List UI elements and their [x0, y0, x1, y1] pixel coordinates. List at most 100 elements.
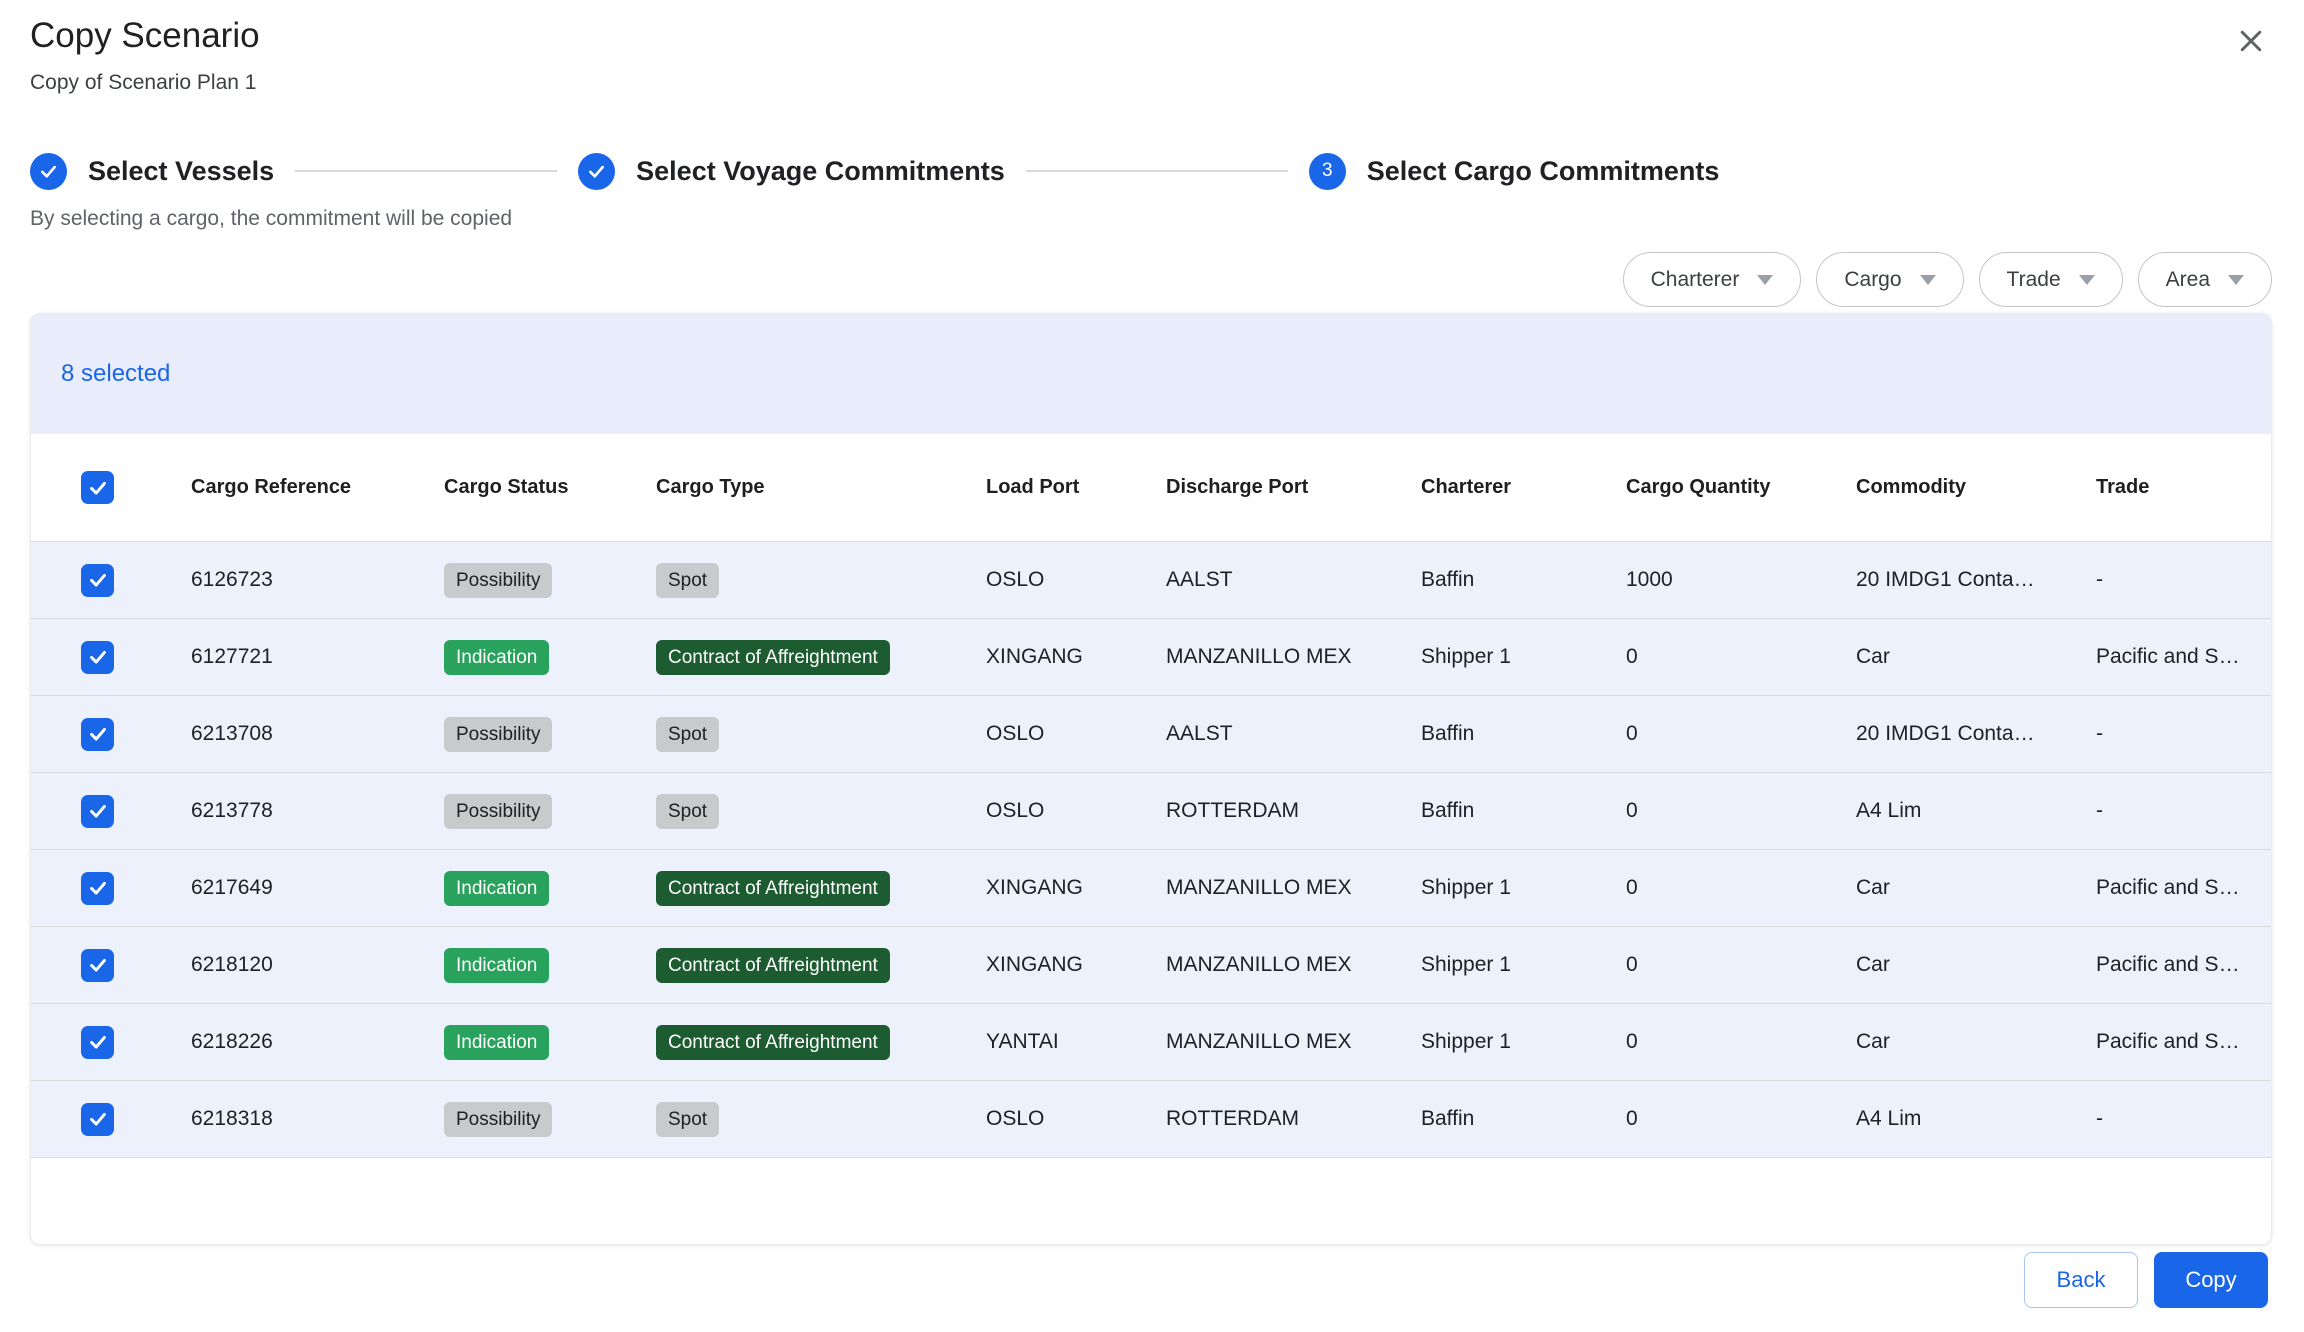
cell-cargo-reference: 6213778 [191, 799, 444, 823]
table-row[interactable]: 6126723 Possibility Spot OSLO AALST Baff… [31, 542, 2271, 619]
cell-commodity: Car [1856, 1030, 2096, 1054]
cell-discharge-port: MANZANILLO MEX [1166, 645, 1421, 669]
step-completed-icon [578, 153, 615, 190]
filter-label: Area [2166, 268, 2210, 292]
checkmark-icon [87, 723, 109, 745]
column-header-charterer: Charterer [1421, 469, 1626, 506]
step-select-voyage-commitments[interactable]: Select Voyage Commitments [578, 153, 1005, 190]
table-row[interactable]: 6213708 Possibility Spot OSLO AALST Baff… [31, 696, 2271, 773]
cargo-type-chip: Spot [656, 794, 719, 829]
cell-commodity: Car [1856, 876, 2096, 900]
copy-button[interactable]: Copy [2154, 1252, 2268, 1308]
cell-cargo-reference: 6217649 [191, 876, 444, 900]
stepper-connector [295, 170, 557, 172]
table-row[interactable]: 6218120 Indication Contract of Affreight… [31, 927, 2271, 1004]
cell-cargo-quantity: 0 [1626, 1030, 1856, 1054]
cell-load-port: XINGANG [986, 953, 1166, 977]
cell-cargo-quantity: 0 [1626, 722, 1856, 746]
checkmark-icon [87, 1031, 109, 1053]
chevron-down-icon [2228, 275, 2244, 285]
cell-cargo-reference: 6213708 [191, 722, 444, 746]
hint-text: By selecting a cargo, the commitment wil… [30, 207, 512, 231]
cell-load-port: XINGANG [986, 876, 1166, 900]
cell-cargo-quantity: 0 [1626, 1107, 1856, 1131]
row-checkbox[interactable] [81, 872, 114, 905]
step-label: Select Vessels [88, 156, 274, 187]
cargo-type-chip: Contract of Affreightment [656, 640, 890, 675]
cargo-status-chip: Indication [444, 1025, 549, 1060]
chevron-down-icon [2079, 275, 2095, 285]
cargo-status-chip: Indication [444, 948, 549, 983]
cell-charterer: Baffin [1421, 722, 1626, 746]
cargo-status-chip: Possibility [444, 563, 552, 598]
cell-cargo-quantity: 0 [1626, 645, 1856, 669]
cell-cargo-reference: 6126723 [191, 568, 444, 592]
row-checkbox[interactable] [81, 949, 114, 982]
cell-load-port: OSLO [986, 568, 1166, 592]
table-row[interactable]: 6127721 Indication Contract of Affreight… [31, 619, 2271, 696]
filter-trade-dropdown[interactable]: Trade [1979, 252, 2123, 307]
column-header-cargo-status: Cargo Status [444, 469, 656, 506]
cargo-type-chip: Spot [656, 1102, 719, 1137]
cell-trade: - [2096, 799, 2261, 823]
cell-cargo-quantity: 1000 [1626, 568, 1856, 592]
column-header-cargo-type: Cargo Type [656, 469, 986, 506]
close-button[interactable] [2230, 20, 2272, 62]
step-select-cargo-commitments[interactable]: 3 Select Cargo Commitments [1309, 153, 1720, 190]
row-checkbox[interactable] [81, 718, 114, 751]
row-checkbox[interactable] [81, 1103, 114, 1136]
cargo-type-chip: Contract of Affreightment [656, 1025, 890, 1060]
cell-load-port: OSLO [986, 1107, 1166, 1131]
cell-discharge-port: MANZANILLO MEX [1166, 1030, 1421, 1054]
step-label: Select Voyage Commitments [636, 156, 1005, 187]
checkmark-icon [87, 477, 109, 499]
cell-load-port: OSLO [986, 799, 1166, 823]
cell-discharge-port: ROTTERDAM [1166, 799, 1421, 823]
table-body: 6126723 Possibility Spot OSLO AALST Baff… [31, 542, 2271, 1158]
cargo-type-chip: Spot [656, 717, 719, 752]
cell-charterer: Shipper 1 [1421, 876, 1626, 900]
filter-label: Trade [2007, 268, 2061, 292]
cell-load-port: YANTAI [986, 1030, 1166, 1054]
column-header-commodity: Commodity [1856, 469, 2096, 506]
filter-charterer-dropdown[interactable]: Charterer [1623, 252, 1802, 307]
checkmark-icon [87, 800, 109, 822]
cell-cargo-reference: 6218318 [191, 1107, 444, 1131]
filter-cargo-dropdown[interactable]: Cargo [1816, 252, 1963, 307]
modal-footer: Back Copy [2024, 1252, 2268, 1308]
cargo-type-chip: Spot [656, 563, 719, 598]
cell-commodity: 20 IMDG1 Conta… [1856, 722, 2096, 746]
back-button[interactable]: Back [2024, 1252, 2138, 1308]
step-number-badge: 3 [1309, 153, 1346, 190]
cell-load-port: OSLO [986, 722, 1166, 746]
table-row[interactable]: 6218226 Indication Contract of Affreight… [31, 1004, 2271, 1081]
cell-charterer: Baffin [1421, 568, 1626, 592]
table-row[interactable]: 6217649 Indication Contract of Affreight… [31, 850, 2271, 927]
row-checkbox[interactable] [81, 641, 114, 674]
cell-commodity: 20 IMDG1 Conta… [1856, 568, 2096, 592]
filter-area-dropdown[interactable]: Area [2138, 252, 2272, 307]
cell-charterer: Shipper 1 [1421, 1030, 1626, 1054]
table-row[interactable]: 6213778 Possibility Spot OSLO ROTTERDAM … [31, 773, 2271, 850]
column-header-cargo-quantity: Cargo Quantity [1626, 469, 1856, 506]
step-number: 3 [1322, 160, 1333, 182]
close-icon [2236, 26, 2266, 56]
select-all-checkbox[interactable] [81, 471, 114, 504]
cell-cargo-quantity: 0 [1626, 953, 1856, 977]
cell-load-port: XINGANG [986, 645, 1166, 669]
cargo-commitments-table-card: 8 selected Cargo Reference Cargo Status … [30, 313, 2272, 1245]
cargo-status-chip: Indication [444, 871, 549, 906]
row-checkbox[interactable] [81, 795, 114, 828]
cell-trade: Pacific and So… [2096, 876, 2261, 900]
chevron-down-icon [1920, 275, 1936, 285]
step-select-vessels[interactable]: Select Vessels [30, 153, 274, 190]
cell-commodity: Car [1856, 645, 2096, 669]
table-row[interactable]: 6218318 Possibility Spot OSLO ROTTERDAM … [31, 1081, 2271, 1158]
cell-charterer: Baffin [1421, 1107, 1626, 1131]
checkmark-icon [87, 1108, 109, 1130]
cell-charterer: Shipper 1 [1421, 645, 1626, 669]
step-completed-icon [30, 153, 67, 190]
checkmark-icon [87, 646, 109, 668]
row-checkbox[interactable] [81, 1026, 114, 1059]
row-checkbox[interactable] [81, 564, 114, 597]
